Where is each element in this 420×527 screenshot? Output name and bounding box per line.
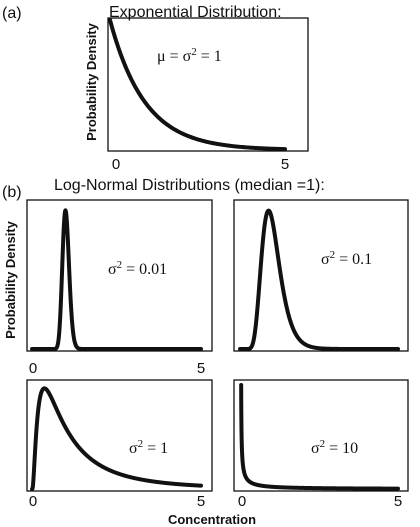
x-tick-b4-5: 5: [394, 493, 402, 510]
panel-a: μ = σ2 = 1 0 5: [107, 17, 309, 173]
frame-b4: [233, 379, 409, 492]
x-tick-b4-0: 0: [238, 493, 246, 510]
ylabel-b: Probability Density: [3, 220, 18, 339]
annotation-b4: σ2 = 10: [311, 438, 358, 457]
panel-label-a: (a): [2, 5, 22, 22]
x-tick-a-0: 0: [112, 156, 120, 173]
curve-exponential: [108, 18, 287, 152]
frame-b1: [26, 199, 213, 352]
panel-b3: σ2 = 1 0 5: [26, 379, 213, 510]
ylabel-a: Probability Density: [84, 22, 99, 141]
curve-lognormal-10: [239, 383, 400, 491]
x-tick-b3-0: 0: [29, 493, 37, 510]
annotation-a: μ = σ2 = 1: [157, 46, 222, 65]
x-tick-b3-5: 5: [197, 493, 205, 510]
curve-lognormal-0.1: [238, 208, 400, 351]
annotation-b3: σ2 = 1: [129, 438, 168, 457]
annotation-b2: σ2 = 0.1: [321, 249, 372, 268]
title-a: Exponential Distribution:: [109, 4, 282, 21]
curve-lognormal-1: [30, 386, 203, 491]
x-tick-a-5: 5: [281, 156, 289, 173]
annotation-b1: σ2 = 0.01: [108, 259, 167, 278]
panel-b1: σ2 = 0.01 0 5: [26, 199, 213, 377]
panel-b2: σ2 = 0.1: [233, 199, 409, 352]
panel-label-b: (b): [2, 184, 22, 201]
frame-a: [107, 17, 309, 152]
x-tick-b1-5: 5: [197, 360, 205, 377]
title-b: Log-Normal Distributions (median =1):: [54, 177, 325, 194]
panel-b4: σ2 = 10 0 5: [233, 379, 409, 510]
frame-b3: [26, 379, 213, 492]
curve-lognormal-0.01: [30, 208, 203, 351]
xlabel: Concentration: [168, 512, 256, 527]
x-tick-b1-0: 0: [29, 360, 37, 377]
frame-b2: [233, 199, 409, 352]
